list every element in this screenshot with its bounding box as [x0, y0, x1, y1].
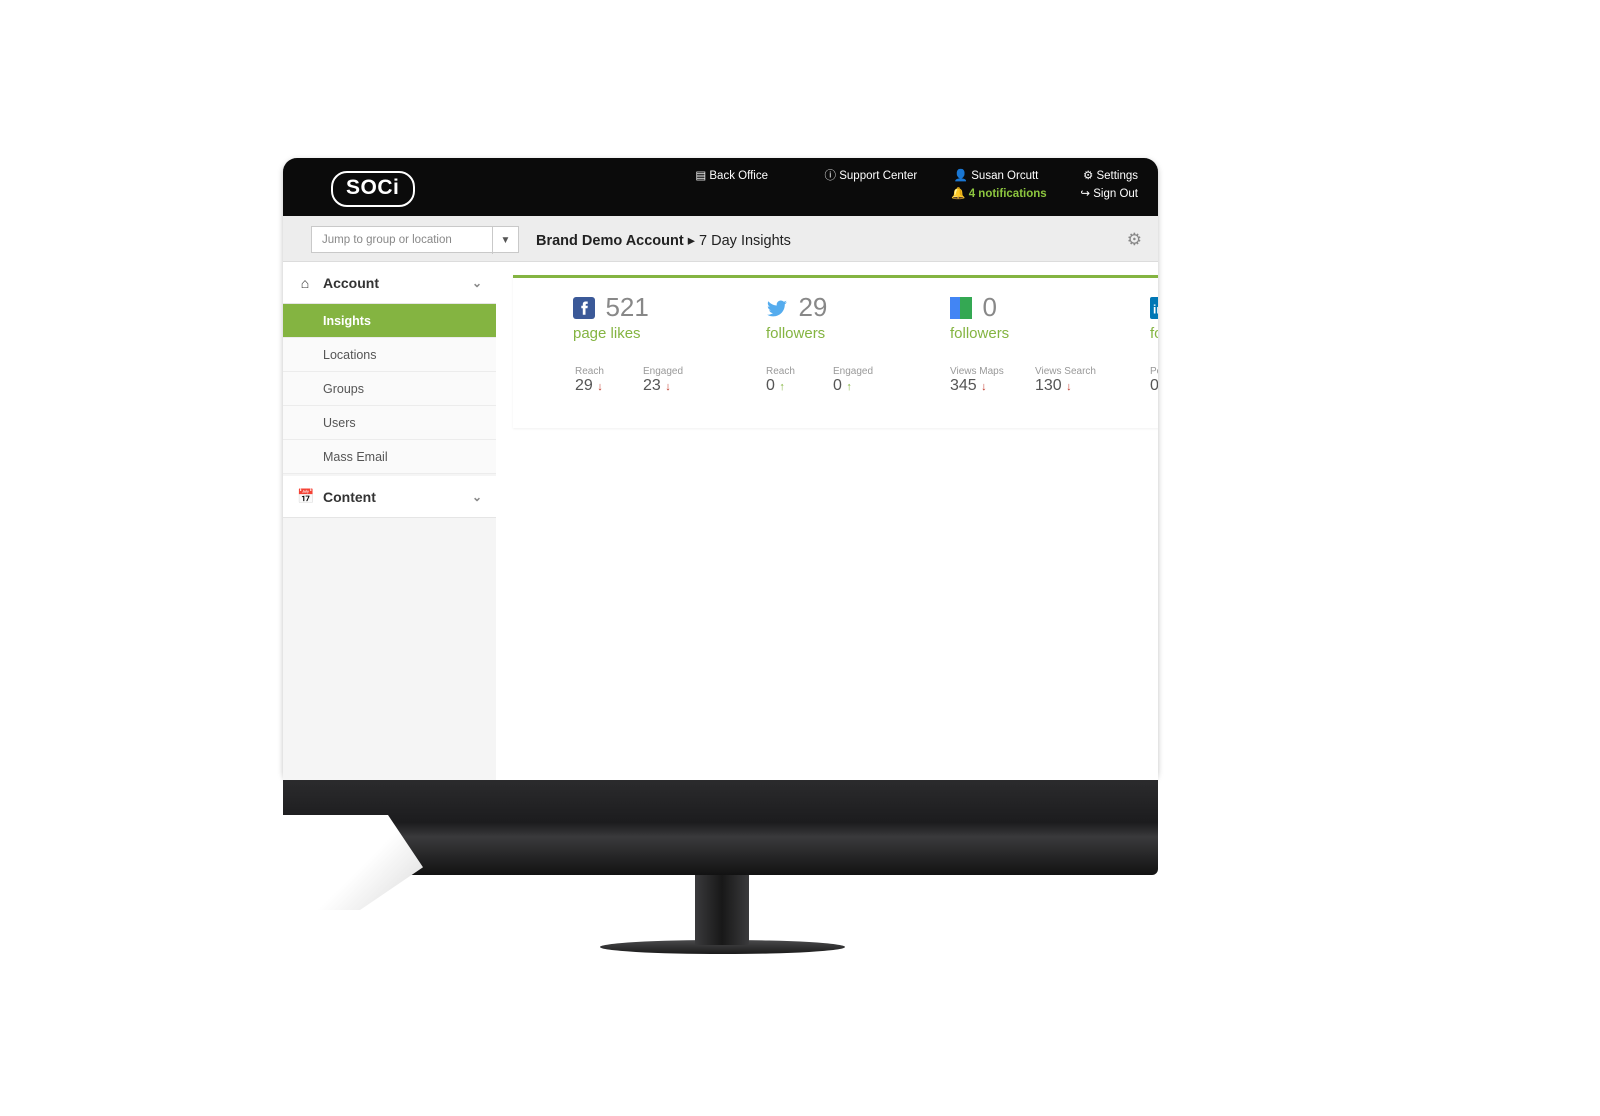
svg-text:in: in — [1153, 302, 1158, 316]
